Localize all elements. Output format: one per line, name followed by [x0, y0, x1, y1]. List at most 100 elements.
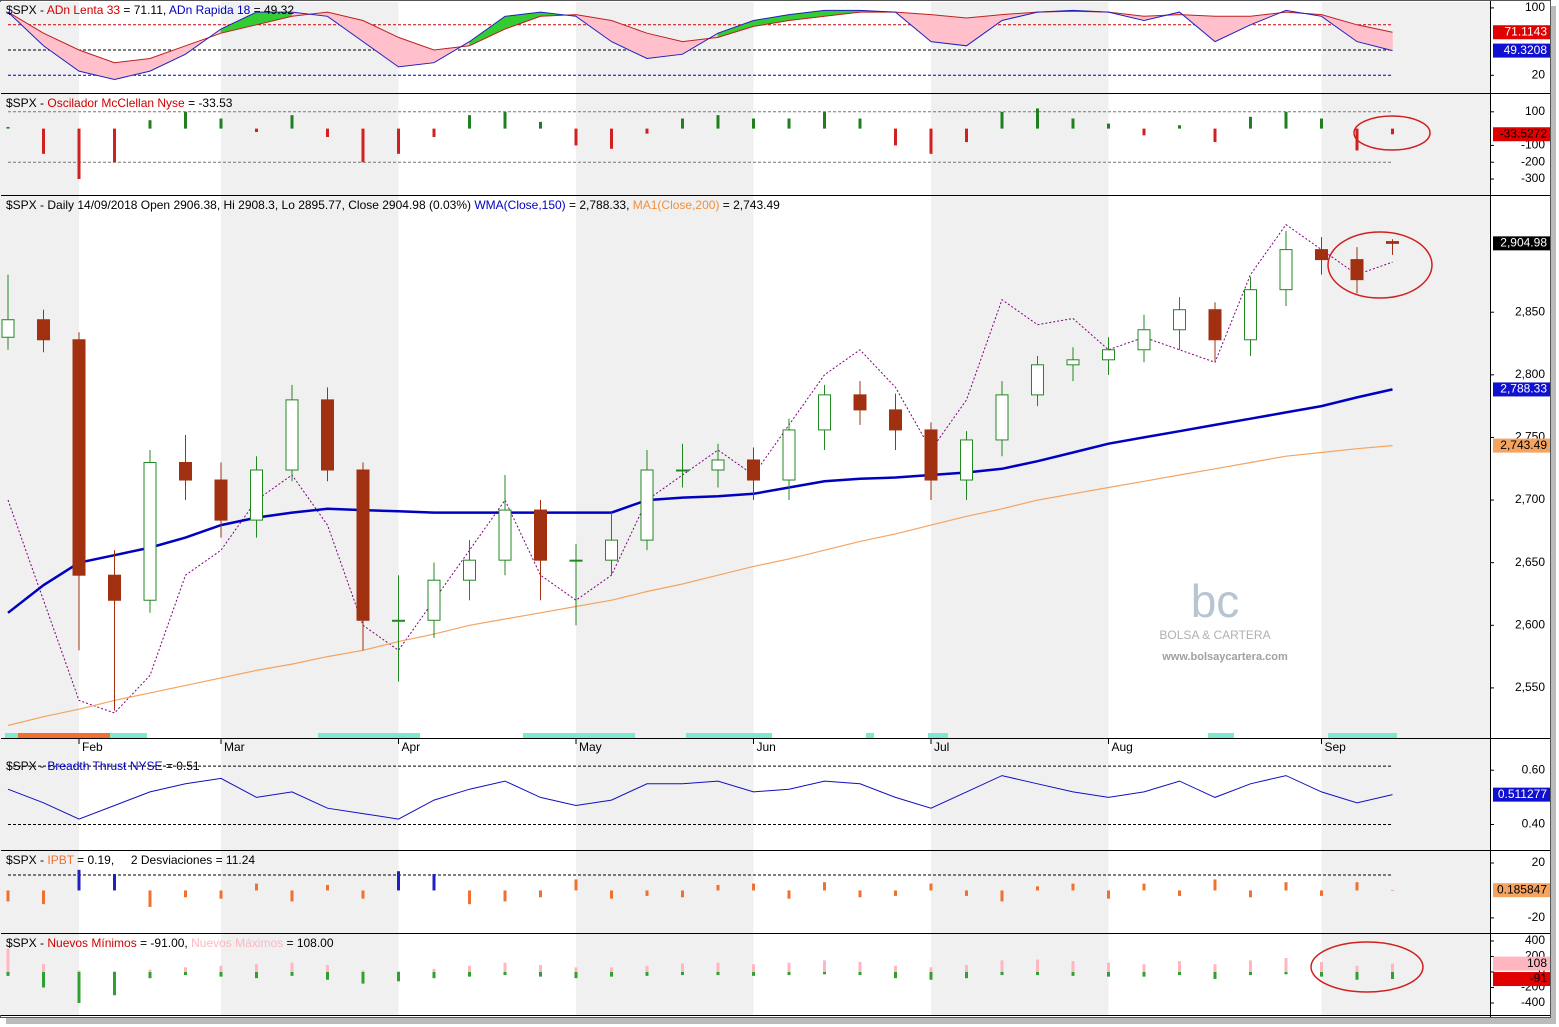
- last-value-box: [1493, 236, 1550, 251]
- bar: [823, 971, 826, 975]
- bar: [148, 890, 152, 907]
- bar: [42, 128, 45, 154]
- bar: [184, 890, 187, 898]
- bar: [113, 873, 116, 891]
- candle-body: [1315, 249, 1328, 261]
- bar: [894, 965, 897, 972]
- x-tick-label: Jul: [934, 740, 949, 754]
- last-value-label: 71.1143: [1505, 24, 1548, 38]
- bar: [574, 971, 578, 979]
- bar: [1355, 971, 1359, 980]
- x-tick-label: Feb: [82, 740, 103, 754]
- bar: [716, 115, 720, 129]
- bar: [787, 962, 791, 972]
- bar: [148, 969, 152, 972]
- candle-body: [1386, 241, 1399, 244]
- signal-strip: [18, 733, 110, 738]
- watermark-logo: bc: [1191, 575, 1240, 627]
- bar: [219, 965, 223, 972]
- x-tick-label: Aug: [1112, 740, 1133, 754]
- bar: [1000, 111, 1004, 129]
- bar: [823, 882, 826, 891]
- bar: [361, 970, 365, 972]
- fill-area: [930, 14, 967, 47]
- bar: [681, 971, 684, 976]
- candle-body: [72, 339, 86, 576]
- last-value-label: 2,904.98: [1500, 236, 1547, 250]
- bar: [1320, 118, 1323, 129]
- bar: [77, 869, 81, 891]
- y-tick-label: -400: [1521, 995, 1545, 1009]
- bar: [1249, 116, 1252, 129]
- bar: [787, 971, 791, 976]
- title-part: $SPX -: [6, 3, 47, 17]
- y-tick-label: 2,700: [1515, 492, 1545, 506]
- bar: [858, 890, 862, 898]
- title-part: = 2,743.49: [719, 198, 780, 212]
- last-value-box: [1493, 883, 1550, 898]
- bar: [1142, 971, 1146, 977]
- month-band: [1321, 2, 1490, 1015]
- bar: [539, 971, 542, 977]
- bar: [397, 971, 400, 982]
- signal-strip: [928, 733, 948, 738]
- bar: [610, 128, 613, 149]
- bar: [1391, 128, 1394, 135]
- x-tick-label: Sep: [1325, 740, 1347, 754]
- bar: [184, 111, 187, 129]
- candle-body: [676, 469, 689, 472]
- candle-body: [640, 469, 654, 541]
- title-part: Breadth Thrust NYSE: [47, 759, 162, 773]
- bar: [255, 883, 258, 891]
- bar: [1213, 964, 1217, 972]
- bar: [858, 961, 862, 972]
- bar: [361, 971, 365, 984]
- bar: [1142, 883, 1146, 891]
- bar: [1107, 971, 1110, 977]
- bar: [929, 967, 933, 972]
- bar: [1284, 971, 1288, 975]
- bar: [716, 884, 720, 891]
- last-value-label: 0.185847: [1497, 882, 1547, 896]
- last-value-label: 108: [1527, 956, 1547, 970]
- bar: [610, 967, 613, 972]
- bar: [432, 128, 436, 138]
- bar: [1036, 959, 1039, 972]
- watermark-url: www.bolsaycartera.com: [1161, 651, 1288, 663]
- candle-body: [818, 394, 831, 431]
- bar: [1355, 882, 1359, 891]
- candle-body: [463, 559, 476, 581]
- bar: [1320, 971, 1323, 977]
- signal-strip: [686, 733, 772, 738]
- candle-body: [960, 439, 973, 481]
- bar: [361, 128, 365, 163]
- bar: [1071, 118, 1075, 129]
- y-tick-label: 2,850: [1515, 304, 1545, 318]
- y-tick-label: 0.40: [1522, 817, 1546, 831]
- candle-body: [605, 539, 618, 561]
- y-tick-label: 0: [1538, 964, 1545, 978]
- bar: [645, 971, 649, 976]
- bar: [326, 128, 329, 138]
- candle-body: [569, 559, 583, 562]
- candle-body: [1102, 349, 1115, 361]
- bar: [503, 971, 507, 976]
- bar: [42, 964, 45, 972]
- bar: [326, 971, 329, 980]
- month-band: [931, 2, 1109, 1015]
- series-line: [7, 9, 1393, 81]
- signal-strip: [110, 733, 147, 738]
- panel-title: $SPX - Daily 14/09/2018 Open 2906.38, Hi…: [6, 198, 780, 212]
- signal-strip: [318, 733, 420, 738]
- bar: [1071, 883, 1075, 891]
- candle-body: [782, 429, 796, 481]
- bar: [255, 128, 258, 132]
- bar: [290, 962, 294, 972]
- last-value-box: [1493, 972, 1550, 987]
- title-part: = 49.32: [250, 3, 294, 17]
- bar: [503, 890, 507, 902]
- bar: [6, 890, 10, 902]
- bar: [894, 128, 897, 146]
